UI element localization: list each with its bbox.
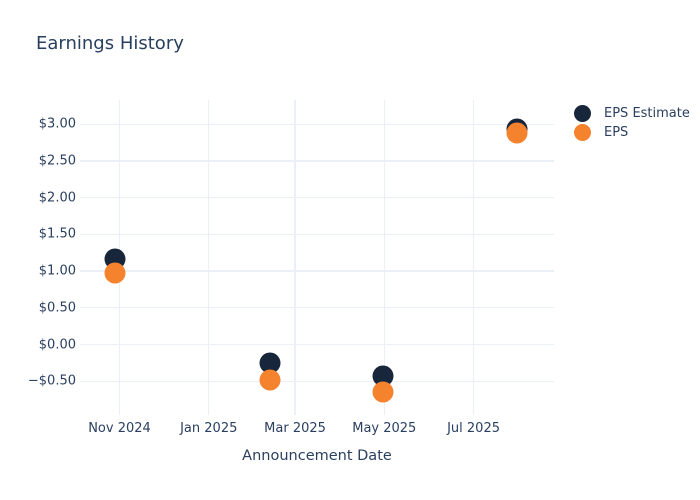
gridline-vertical — [383, 100, 385, 415]
gridline-horizontal — [80, 380, 554, 382]
x-axis-title: Announcement Date — [242, 448, 392, 464]
legend-item-eps[interactable]: EPS — [574, 123, 690, 142]
legend-item-label: EPS Estimate — [604, 106, 690, 121]
eps-marker[interactable] — [506, 122, 528, 144]
gridline-vertical — [208, 100, 210, 415]
gridline-horizontal — [80, 307, 554, 309]
gridline-horizontal — [80, 233, 554, 236]
eps-marker[interactable] — [104, 262, 126, 284]
y-tick-label: $3.00 — [38, 116, 76, 132]
legend-marker-icon — [574, 105, 591, 122]
y-tick-label: −$0.50 — [27, 373, 76, 389]
legend-item-label: EPS — [604, 125, 629, 140]
y-tick-label: $0.50 — [38, 300, 76, 316]
y-tick-label: $0.00 — [38, 337, 76, 352]
y-tick-label: $2.50 — [38, 153, 76, 169]
y-tick-label: $1.50 — [38, 226, 76, 242]
gridline-horizontal — [80, 123, 554, 125]
gridline-vertical — [472, 100, 475, 415]
x-tick-label: Nov 2024 — [88, 421, 151, 436]
legend-marker-icon — [574, 124, 591, 141]
x-tick-label: Jul 2025 — [447, 421, 500, 436]
legend: EPS Estimate EPS — [574, 104, 690, 142]
gridline-horizontal — [80, 270, 554, 272]
chart-title: Earnings History — [36, 33, 184, 54]
y-tick-label: $1.00 — [38, 263, 76, 279]
x-tick-label: May 2025 — [352, 421, 417, 436]
eps-marker[interactable] — [259, 369, 281, 391]
eps-marker[interactable] — [372, 381, 394, 402]
gridline-horizontal — [80, 160, 554, 162]
legend-item-eps-estimate[interactable]: EPS Estimate — [574, 104, 690, 123]
gridline-horizontal — [80, 196, 554, 199]
x-tick-label: Jan 2025 — [180, 421, 238, 436]
y-tick-label: $2.00 — [38, 190, 76, 206]
gridline-horizontal — [80, 343, 554, 346]
x-tick-label: Mar 2025 — [264, 421, 326, 436]
gridline-vertical — [294, 100, 296, 415]
eps-estimate-marker[interactable] — [259, 352, 281, 374]
plot-area[interactable] — [80, 100, 554, 415]
